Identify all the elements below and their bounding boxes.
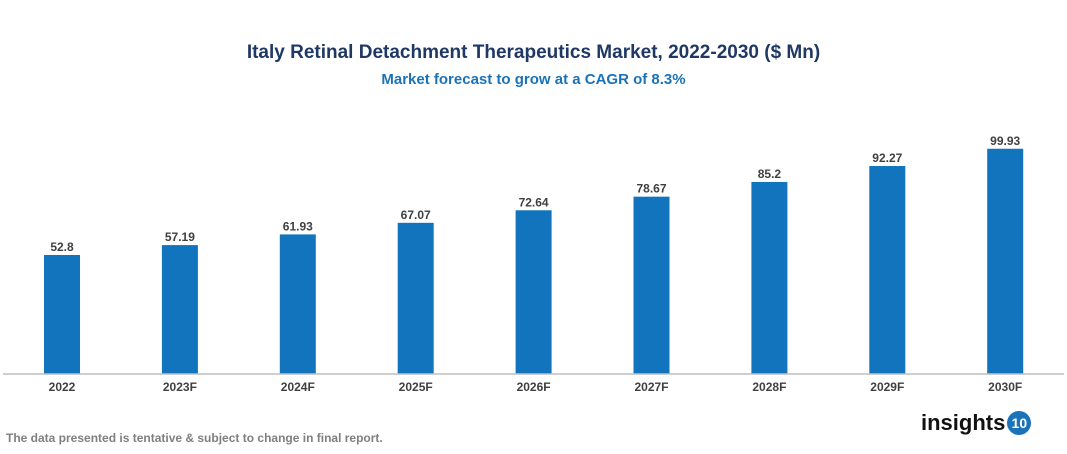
bar <box>44 254 80 374</box>
x-tick-label: 2023F <box>163 380 197 394</box>
x-tick-label: 2024F <box>281 380 315 394</box>
data-label: 99.93 <box>990 134 1020 148</box>
data-label: 67.07 <box>401 208 431 222</box>
bar <box>397 222 434 374</box>
data-label: 78.67 <box>636 182 666 196</box>
x-tick-label: 2026F <box>517 380 551 394</box>
bar <box>161 245 198 374</box>
bar <box>869 166 906 374</box>
x-tick-label: 2028F <box>752 380 786 394</box>
chart-title: Italy Retinal Detachment Therapeutics Ma… <box>246 42 821 63</box>
data-label: 52.8 <box>50 240 74 254</box>
x-tick-label: 2029F <box>870 380 904 394</box>
data-label: 61.93 <box>283 219 313 233</box>
data-label: 57.19 <box>165 230 195 244</box>
x-tick-label: 2025F <box>399 380 433 394</box>
bar <box>279 234 316 374</box>
chart-subtitle: Market forecast to grow at a CAGR of 8.3… <box>381 71 686 88</box>
bar <box>515 210 552 374</box>
bar <box>751 181 788 374</box>
insights10-logo: insights 10 <box>921 410 1032 436</box>
data-label: 92.27 <box>872 151 902 165</box>
data-label: 72.64 <box>519 195 549 209</box>
data-label: 85.2 <box>758 167 782 181</box>
bar <box>987 148 1024 374</box>
x-tick-label: 2027F <box>634 380 668 394</box>
disclaimer: The data presented is tentative & subjec… <box>6 431 383 445</box>
x-tick-label: 2030F <box>988 380 1022 394</box>
bar <box>633 196 670 374</box>
x-tick-label: 2022 <box>49 380 76 394</box>
